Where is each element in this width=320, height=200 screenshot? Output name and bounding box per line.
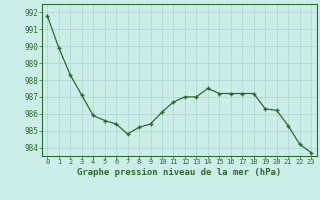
X-axis label: Graphe pression niveau de la mer (hPa): Graphe pression niveau de la mer (hPa) <box>77 168 281 177</box>
